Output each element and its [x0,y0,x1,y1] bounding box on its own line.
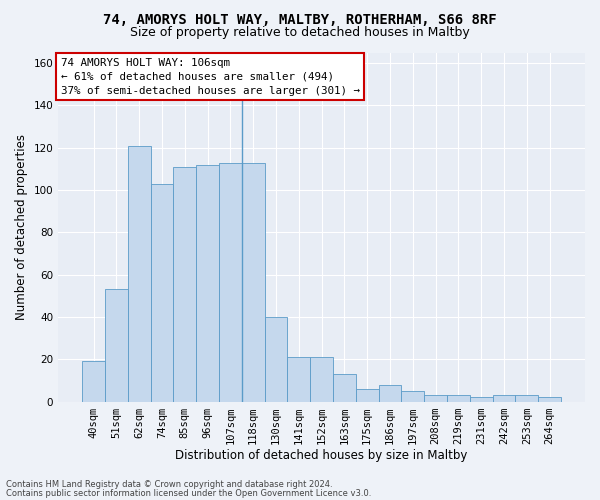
Text: 74 AMORYS HOLT WAY: 106sqm
← 61% of detached houses are smaller (494)
37% of sem: 74 AMORYS HOLT WAY: 106sqm ← 61% of deta… [61,58,360,96]
Bar [82,362,105,402]
Y-axis label: Number of detached properties: Number of detached properties [15,134,28,320]
Bar [219,162,242,402]
Bar [151,184,173,402]
Bar [196,164,219,402]
Bar [265,317,287,402]
X-axis label: Distribution of detached houses by size in Maltby: Distribution of detached houses by size … [175,450,468,462]
Bar [538,398,561,402]
Bar [242,162,265,402]
Bar [128,146,151,402]
Bar [515,395,538,402]
Bar [493,395,515,402]
Bar [424,395,447,402]
Text: 74, AMORYS HOLT WAY, MALTBY, ROTHERHAM, S66 8RF: 74, AMORYS HOLT WAY, MALTBY, ROTHERHAM, … [103,12,497,26]
Bar [173,166,196,402]
Bar [447,395,470,402]
Text: Contains HM Land Registry data © Crown copyright and database right 2024.: Contains HM Land Registry data © Crown c… [6,480,332,489]
Bar [105,290,128,402]
Text: Contains public sector information licensed under the Open Government Licence v3: Contains public sector information licen… [6,489,371,498]
Bar [470,398,493,402]
Bar [379,384,401,402]
Bar [401,391,424,402]
Bar [356,389,379,402]
Bar [310,357,333,402]
Text: Size of property relative to detached houses in Maltby: Size of property relative to detached ho… [130,26,470,39]
Bar [333,374,356,402]
Bar [287,357,310,402]
